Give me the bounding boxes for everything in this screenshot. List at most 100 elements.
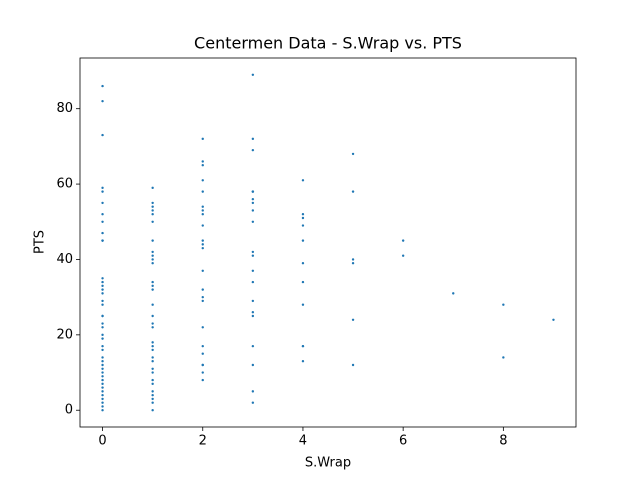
point: [101, 213, 104, 216]
point: [101, 390, 104, 393]
point: [101, 363, 104, 367]
point: [251, 148, 255, 152]
point: [151, 348, 154, 352]
point: [151, 239, 154, 242]
point: [251, 197, 255, 201]
point: [101, 186, 104, 190]
point: [201, 160, 204, 163]
point: [201, 352, 204, 355]
point: [351, 190, 355, 193]
point: [101, 397, 104, 401]
point: [301, 262, 305, 265]
point: [502, 303, 505, 306]
x-axis-label: S.Wrap: [305, 456, 351, 471]
point: [151, 254, 154, 257]
point: [101, 133, 104, 137]
point: [151, 262, 154, 265]
point: [101, 356, 104, 359]
point: [101, 220, 104, 223]
point: [101, 322, 104, 325]
point: [251, 201, 255, 205]
x-tick-label: 2: [199, 434, 207, 449]
point: [101, 239, 104, 242]
point: [151, 258, 154, 261]
point: [251, 401, 255, 404]
x-tick-label: 4: [299, 434, 307, 449]
point: [151, 213, 154, 216]
point: [101, 303, 104, 306]
chart-title: Centermen Data - S.Wrap vs. PTS: [194, 34, 462, 53]
point: [251, 311, 255, 314]
point: [151, 360, 154, 363]
point: [251, 137, 255, 141]
point: [351, 363, 355, 367]
point: [101, 382, 104, 386]
point: [301, 344, 305, 348]
point: [251, 190, 255, 193]
point: [251, 220, 255, 223]
point: [301, 280, 305, 284]
point: [201, 239, 204, 242]
point: [101, 201, 104, 205]
point: [101, 348, 104, 352]
point: [151, 367, 154, 370]
point: [101, 375, 104, 378]
x-tick-label: 6: [399, 434, 407, 449]
point: [101, 292, 104, 295]
point: [351, 318, 355, 321]
point: [502, 356, 505, 359]
point: [151, 209, 154, 212]
point: [101, 371, 104, 374]
point: [351, 152, 355, 156]
point: [101, 405, 104, 408]
point: [101, 401, 104, 404]
point: [151, 322, 154, 325]
point: [151, 390, 154, 393]
point: [201, 378, 204, 382]
point: [201, 179, 204, 182]
point: [251, 314, 255, 318]
point: [151, 341, 154, 344]
point: [101, 314, 104, 318]
point: [251, 280, 255, 284]
point: [151, 284, 154, 288]
point: [251, 363, 255, 367]
point: [101, 344, 104, 348]
point: [201, 205, 204, 208]
point: [151, 288, 154, 291]
x-tick-label: 0: [98, 434, 106, 449]
point: [201, 224, 204, 227]
point: [151, 397, 154, 401]
point: [101, 386, 104, 389]
y-tick-label: 60: [56, 177, 73, 192]
point: [251, 73, 255, 76]
point: [151, 314, 154, 318]
point: [201, 243, 204, 246]
point: [151, 186, 154, 190]
point: [101, 299, 104, 303]
point: [201, 209, 204, 212]
point: [301, 360, 305, 363]
point: [201, 344, 204, 348]
point: [251, 254, 255, 257]
point: [452, 292, 455, 295]
point: [101, 284, 104, 288]
point: [151, 303, 154, 306]
point: [101, 337, 104, 340]
point: [351, 258, 355, 261]
point: [151, 280, 154, 284]
point: [101, 326, 104, 329]
point: [101, 277, 104, 280]
point: [201, 190, 204, 193]
point: [101, 409, 104, 412]
point: [101, 367, 104, 370]
point: [301, 303, 305, 306]
point: [201, 246, 204, 250]
point: [301, 239, 305, 242]
y-tick-label: 40: [56, 252, 73, 267]
point: [201, 288, 204, 291]
point: [301, 216, 305, 220]
point: [201, 371, 204, 374]
point: [101, 288, 104, 291]
